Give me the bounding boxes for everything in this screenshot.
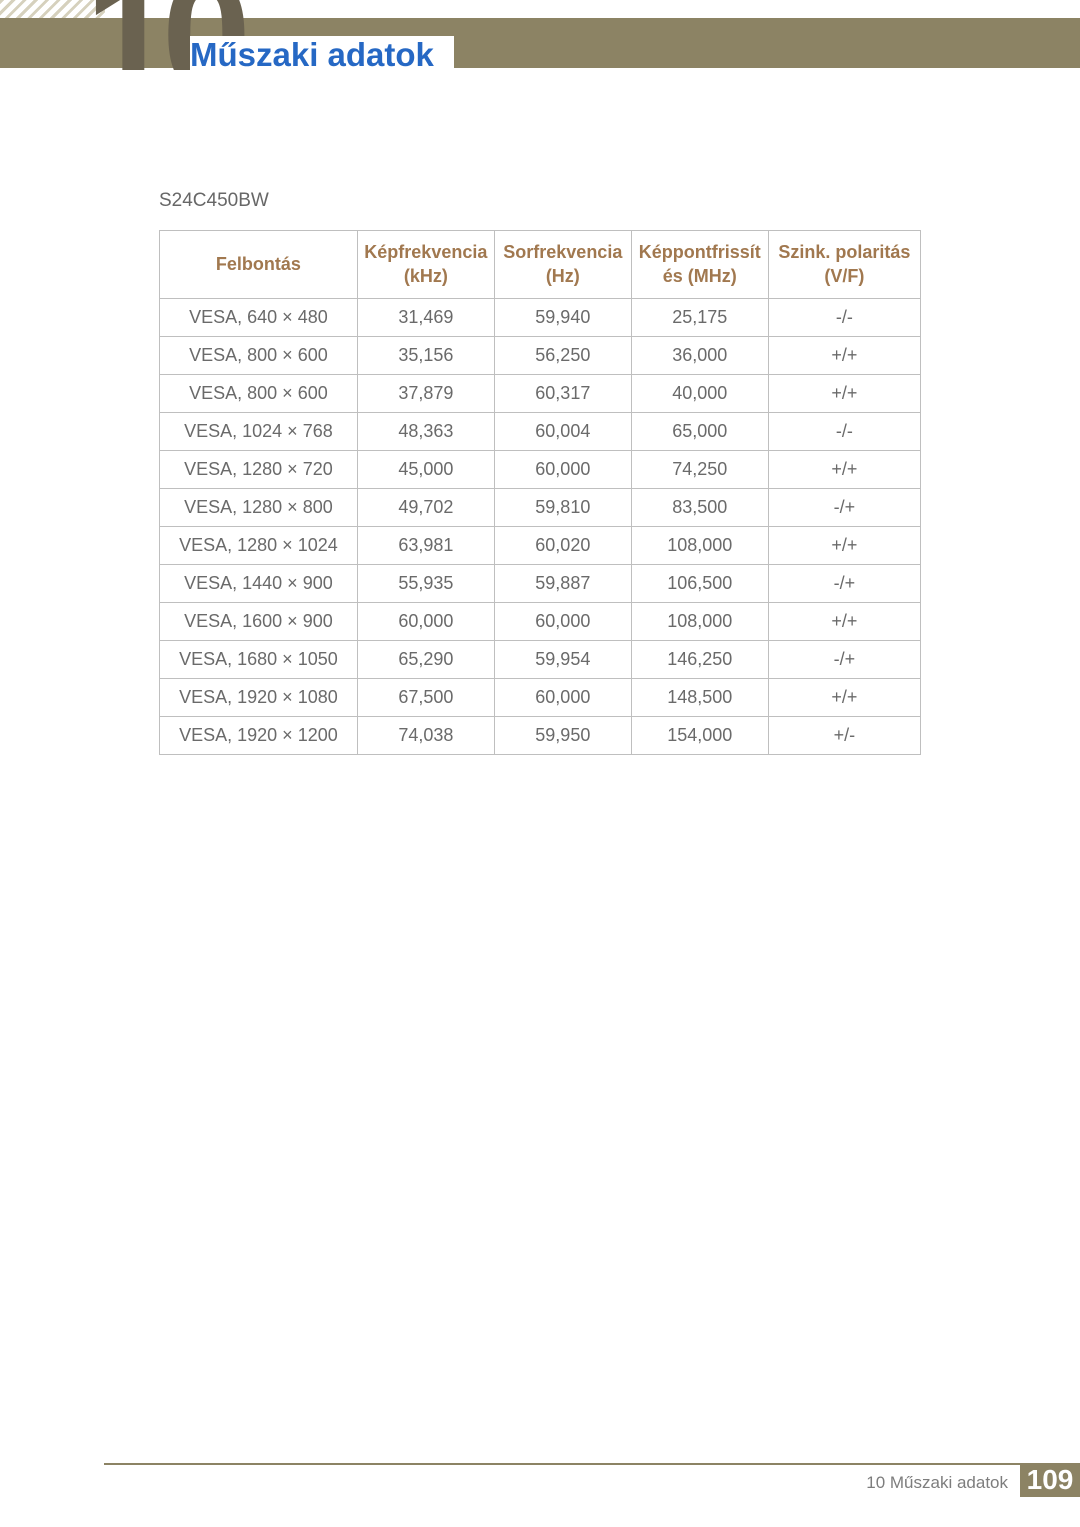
table-cell: 35,156 (357, 336, 494, 374)
table-body: VESA, 640 × 48031,46959,94025,175-/-VESA… (160, 298, 921, 754)
table-cell: 63,981 (357, 526, 494, 564)
table-cell: VESA, 1680 × 1050 (160, 640, 358, 678)
table-cell: 36,000 (631, 336, 768, 374)
table-row: VESA, 1920 × 108067,50060,000148,500+/+ (160, 678, 921, 716)
table-cell: 74,038 (357, 716, 494, 754)
table-row: VESA, 1600 × 90060,00060,000108,000+/+ (160, 602, 921, 640)
table-cell: -/+ (768, 640, 920, 678)
table-cell: 59,810 (494, 488, 631, 526)
table-cell: 67,500 (357, 678, 494, 716)
table-row: VESA, 640 × 48031,46959,94025,175-/- (160, 298, 921, 336)
table-row: VESA, 1920 × 120074,03859,950154,000+/- (160, 716, 921, 754)
table-cell: -/- (768, 298, 920, 336)
table-cell: VESA, 1920 × 1080 (160, 678, 358, 716)
table-cell: 154,000 (631, 716, 768, 754)
table-row: VESA, 800 × 60037,87960,31740,000+/+ (160, 374, 921, 412)
table-cell: VESA, 800 × 600 (160, 374, 358, 412)
table-cell: VESA, 1024 × 768 (160, 412, 358, 450)
table-header: FelbontásKépfrekvencia(kHz)Sorfrekvencia… (160, 231, 921, 299)
spec-table: FelbontásKépfrekvencia(kHz)Sorfrekvencia… (159, 230, 921, 755)
table-row: VESA, 1280 × 80049,70259,81083,500-/+ (160, 488, 921, 526)
table-cell: +/+ (768, 374, 920, 412)
table-cell: 108,000 (631, 602, 768, 640)
table-cell: +/- (768, 716, 920, 754)
table-row: VESA, 1280 × 72045,00060,00074,250+/+ (160, 450, 921, 488)
table-cell: +/+ (768, 450, 920, 488)
column-header-0: Felbontás (160, 231, 358, 299)
table-cell: 59,950 (494, 716, 631, 754)
table-cell: 60,317 (494, 374, 631, 412)
table-cell: VESA, 1440 × 900 (160, 564, 358, 602)
table-row: VESA, 800 × 60035,15656,25036,000+/+ (160, 336, 921, 374)
table-row: VESA, 1024 × 76848,36360,00465,000-/- (160, 412, 921, 450)
table-cell: 60,000 (494, 450, 631, 488)
table-cell: 65,000 (631, 412, 768, 450)
table-cell: VESA, 1600 × 900 (160, 602, 358, 640)
table-cell: 56,250 (494, 336, 631, 374)
table-cell: +/+ (768, 678, 920, 716)
table-cell: 108,000 (631, 526, 768, 564)
column-header-4: Szink. polaritás(V/F) (768, 231, 920, 299)
table-cell: 40,000 (631, 374, 768, 412)
column-header-1: Képfrekvencia(kHz) (357, 231, 494, 299)
table-cell: +/+ (768, 602, 920, 640)
table-cell: -/+ (768, 488, 920, 526)
table-cell: VESA, 1280 × 1024 (160, 526, 358, 564)
table-row: VESA, 1440 × 90055,93559,887106,500-/+ (160, 564, 921, 602)
page: 10 Műszaki adatok S24C450BW FelbontásKép… (0, 0, 1080, 1527)
table-cell: 31,469 (357, 298, 494, 336)
table-cell: 146,250 (631, 640, 768, 678)
table-cell: 25,175 (631, 298, 768, 336)
page-title: Műszaki adatok (190, 36, 454, 74)
table-cell: 59,940 (494, 298, 631, 336)
table-cell: 60,000 (357, 602, 494, 640)
table-cell: VESA, 640 × 480 (160, 298, 358, 336)
table-cell: 60,004 (494, 412, 631, 450)
column-header-3: Képpontfrissítés (MHz) (631, 231, 768, 299)
footer-text: 10 Műszaki adatok (104, 1463, 1020, 1497)
table-cell: +/+ (768, 526, 920, 564)
table-cell: 60,000 (494, 602, 631, 640)
table-cell: 148,500 (631, 678, 768, 716)
table-cell: 37,879 (357, 374, 494, 412)
table-cell: 55,935 (357, 564, 494, 602)
content-area: S24C450BW FelbontásKépfrekvencia(kHz)Sor… (159, 190, 921, 755)
table-cell: 45,000 (357, 450, 494, 488)
table-row: VESA, 1280 × 102463,98160,020108,000+/+ (160, 526, 921, 564)
footer-page-number: 109 (1020, 1463, 1080, 1497)
model-label: S24C450BW (159, 190, 921, 212)
table-cell: 74,250 (631, 450, 768, 488)
table-cell: -/- (768, 412, 920, 450)
table-cell: 106,500 (631, 564, 768, 602)
table-cell: 59,887 (494, 564, 631, 602)
table-cell: 83,500 (631, 488, 768, 526)
table-row: VESA, 1680 × 105065,29059,954146,250-/+ (160, 640, 921, 678)
column-header-2: Sorfrekvencia(Hz) (494, 231, 631, 299)
table-cell: -/+ (768, 564, 920, 602)
table-cell: VESA, 1280 × 720 (160, 450, 358, 488)
table-cell: 60,000 (494, 678, 631, 716)
table-cell: 49,702 (357, 488, 494, 526)
table-cell: VESA, 1280 × 800 (160, 488, 358, 526)
table-cell: 65,290 (357, 640, 494, 678)
table-cell: VESA, 800 × 600 (160, 336, 358, 374)
table-cell: 48,363 (357, 412, 494, 450)
table-cell: 59,954 (494, 640, 631, 678)
table-cell: VESA, 1920 × 1200 (160, 716, 358, 754)
page-footer: 10 Műszaki adatok 109 (104, 1463, 1080, 1497)
table-cell: +/+ (768, 336, 920, 374)
table-cell: 60,020 (494, 526, 631, 564)
